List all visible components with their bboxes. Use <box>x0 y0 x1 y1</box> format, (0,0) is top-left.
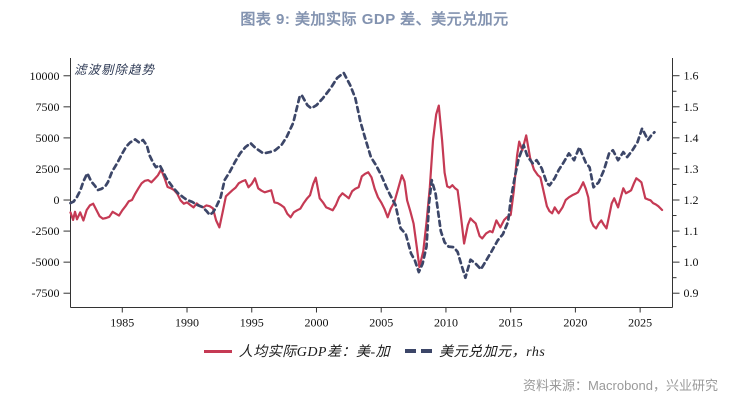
legend-solid-line-swatch <box>203 349 232 353</box>
svg-text:1.6: 1.6 <box>684 69 699 83</box>
svg-text:2015: 2015 <box>499 316 523 330</box>
svg-text:-5000: -5000 <box>32 255 60 269</box>
svg-text:1990: 1990 <box>175 316 199 330</box>
source-note: 资料来源：Macrobond，兴业研究 <box>522 378 718 393</box>
svg-text:2000: 2000 <box>304 316 328 330</box>
legend: 人均实际GDP差：美-加 美元兑加元，rhs <box>0 341 749 361</box>
svg-text:1.5: 1.5 <box>684 100 699 114</box>
svg-text:0: 0 <box>54 193 60 207</box>
svg-text:10000: 10000 <box>30 69 60 83</box>
svg-text:1.4: 1.4 <box>684 131 699 145</box>
svg-text:-7500: -7500 <box>32 286 60 300</box>
svg-text:2500: 2500 <box>36 162 60 176</box>
svg-text:2005: 2005 <box>369 316 393 330</box>
legend-label-usdcad: 美元兑加元，rhs <box>439 345 546 360</box>
legend-dashed-line-swatch <box>405 349 433 353</box>
svg-text:1.1: 1.1 <box>684 224 699 238</box>
svg-text:-2500: -2500 <box>32 224 60 238</box>
svg-text:1985: 1985 <box>110 316 134 330</box>
svg-text:2020: 2020 <box>563 316 587 330</box>
svg-text:5000: 5000 <box>36 131 60 145</box>
svg-text:7500: 7500 <box>36 100 60 114</box>
svg-text:0.9: 0.9 <box>684 286 699 300</box>
filter-annotation: 滤波剔除趋势 <box>74 63 156 77</box>
svg-text:1.2: 1.2 <box>684 193 699 207</box>
svg-text:1995: 1995 <box>240 316 264 330</box>
figure-title: 图表 9: 美加实际 GDP 差、美元兑加元 <box>240 11 509 28</box>
svg-text:1.3: 1.3 <box>684 162 699 176</box>
svg-text:2010: 2010 <box>434 316 458 330</box>
svg-text:2025: 2025 <box>628 316 652 330</box>
svg-text:1.0: 1.0 <box>684 255 699 269</box>
legend-label-gdp-diff: 人均实际GDP差：美-加 <box>238 345 391 360</box>
